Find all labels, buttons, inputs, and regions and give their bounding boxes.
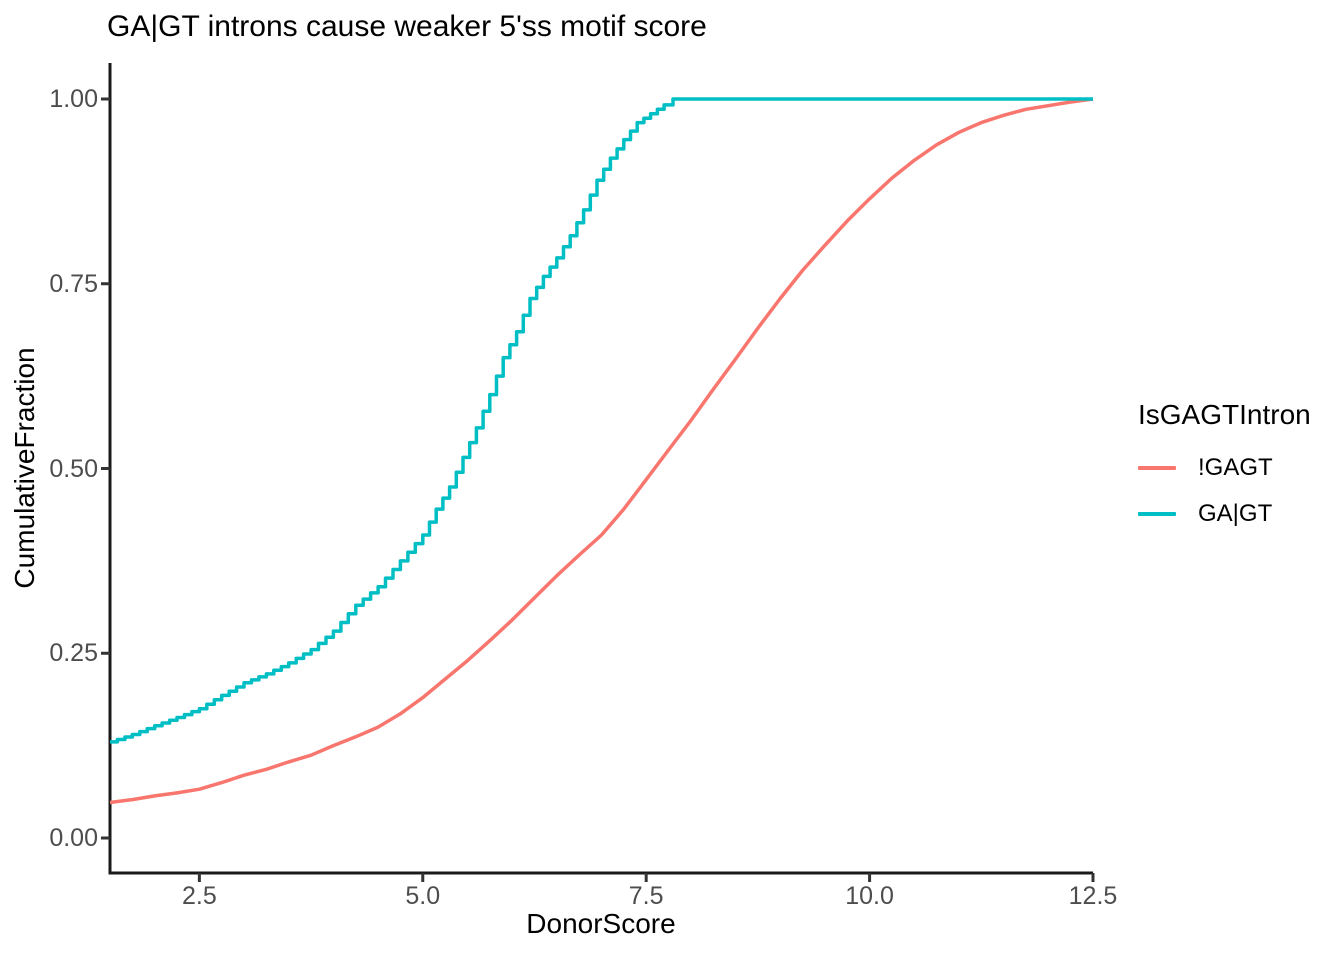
y-tick-label: 0.50 xyxy=(49,454,98,483)
legend-key-line-icon xyxy=(1138,466,1176,470)
y-tick-label: 1.00 xyxy=(49,85,98,113)
x-tick-label: 5.0 xyxy=(405,882,441,910)
legend-entries: !GAGT GA|GT xyxy=(1138,445,1311,537)
x-tick-label: 2.5 xyxy=(181,882,217,910)
chart-title: GA|GT introns cause weaker 5'ss motif sc… xyxy=(107,10,707,43)
y-axis-title: CumulativeFraction xyxy=(9,347,40,589)
legend-key-line-icon xyxy=(1138,512,1176,516)
y-tick-label: 0.25 xyxy=(49,639,98,668)
series-line-ga-gt xyxy=(110,97,1093,744)
x-tick-label: 12.5 xyxy=(1068,882,1118,910)
series-line--gagt xyxy=(109,97,1094,805)
legend-label: !GAGT xyxy=(1198,454,1273,481)
y-tick-label: 0.00 xyxy=(49,824,98,852)
x-tick-label: 10.0 xyxy=(845,882,894,910)
y-tick-label: 0.75 xyxy=(49,269,98,298)
legend-title: IsGAGTIntron xyxy=(1138,399,1311,430)
legend: IsGAGTIntron !GAGT GA|GT xyxy=(1138,399,1311,537)
legend-entry: !GAGT xyxy=(1138,445,1311,491)
legend-label: GA|GT xyxy=(1198,500,1273,527)
x-tick-label: 7.5 xyxy=(628,882,664,910)
legend-entry: GA|GT xyxy=(1138,491,1311,537)
x-axis-title: DonorScore xyxy=(526,908,676,939)
